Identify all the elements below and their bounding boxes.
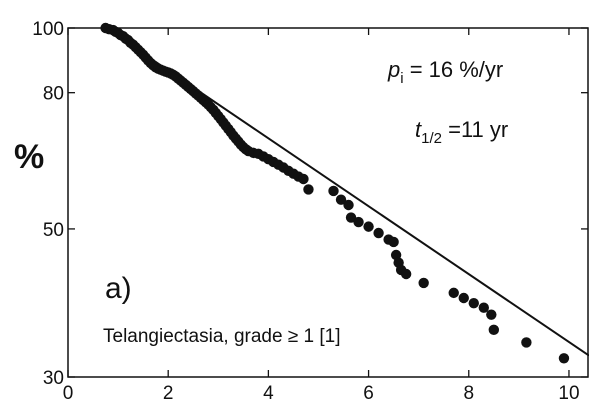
data-point	[345, 212, 357, 223]
data-point	[488, 324, 500, 336]
t-symbol: t	[415, 117, 422, 142]
x-tick-label: 4	[263, 383, 274, 403]
x-tick-label: 2	[163, 383, 174, 403]
data-point	[478, 302, 489, 313]
panel-label: a)	[105, 272, 132, 305]
data-point	[303, 184, 314, 195]
data-point	[373, 227, 384, 239]
data-point	[458, 292, 469, 304]
y-tick-label: 100	[32, 19, 64, 40]
pi-annotation: pi = 16 %/yr	[387, 57, 503, 87]
p-symbol: p	[387, 57, 400, 82]
data-point	[486, 309, 497, 320]
p-value: = 16 %/yr	[404, 57, 504, 82]
data-point	[298, 173, 309, 185]
x-tick-label: 8	[463, 383, 474, 403]
p-subscript: i	[400, 70, 403, 87]
data-point	[353, 216, 364, 228]
fit-line	[105, 27, 589, 357]
y-tick-label: 30	[43, 368, 64, 389]
data-point	[388, 236, 399, 248]
data-point	[335, 194, 347, 205]
data-point	[363, 221, 374, 232]
x-tick-label: 10	[558, 383, 579, 403]
plot-frame	[67, 27, 589, 378]
data-point	[328, 185, 339, 197]
data-point	[448, 287, 459, 299]
x-tick-label: 6	[363, 383, 374, 403]
data-point	[468, 297, 479, 309]
half-life-annotation: t1/2 =11 yr	[415, 117, 508, 147]
t-subscript: 1/2	[421, 130, 442, 147]
y-tick-label: 50	[43, 220, 64, 241]
t-value: =11 yr	[442, 117, 508, 142]
data-point	[343, 199, 354, 211]
axes: 0 2 4 6 8 10 100 80 50 30	[32, 19, 589, 403]
y-tick-label: 80	[43, 84, 64, 105]
condition-label: Telangiectasia, grade ≥ 1 [1]	[103, 326, 341, 347]
data-point	[521, 337, 532, 348]
data-points	[100, 22, 570, 364]
x-tick-label: 0	[63, 383, 74, 403]
data-point	[400, 268, 412, 280]
y-axis-label: %	[14, 138, 44, 176]
data-point	[418, 277, 429, 289]
data-point	[558, 353, 570, 364]
